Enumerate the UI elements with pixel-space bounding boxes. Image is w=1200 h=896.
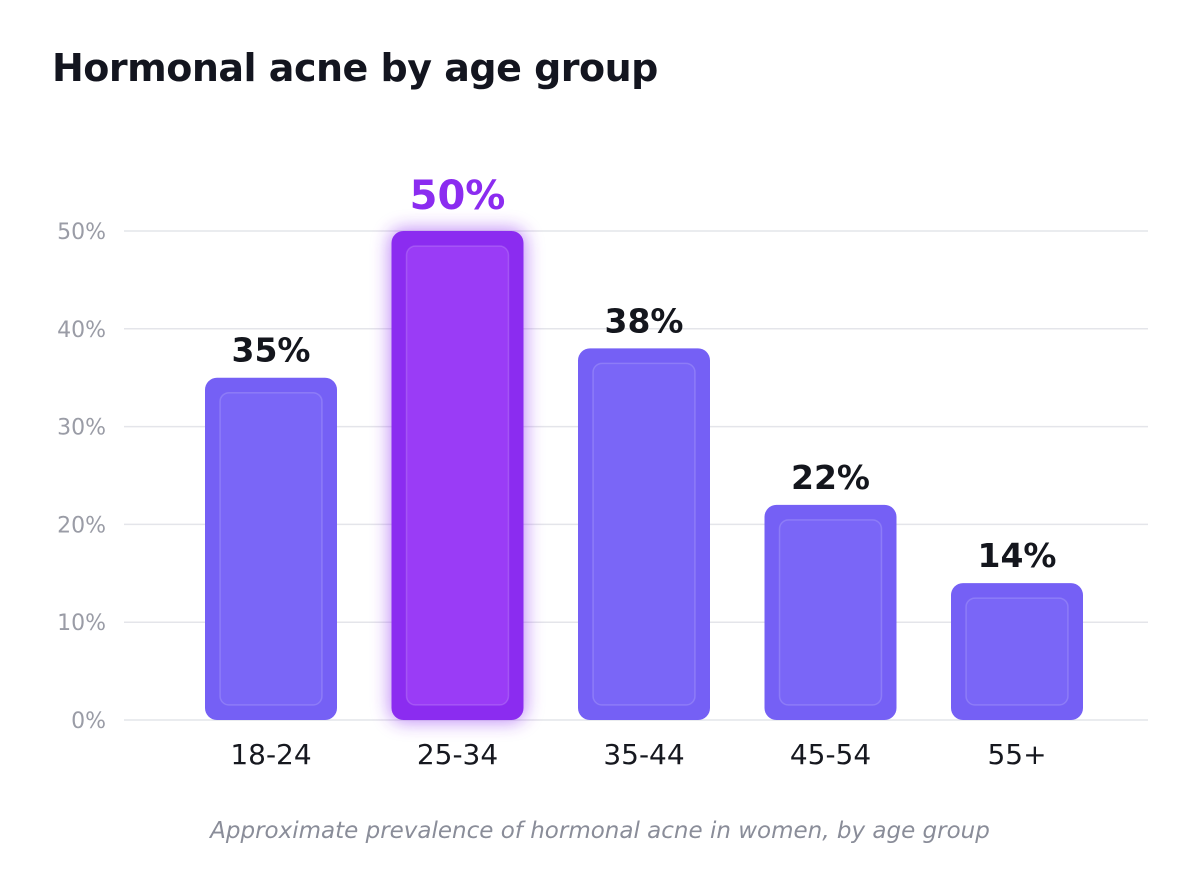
chart-title: Hormonal acne by age group bbox=[52, 46, 658, 90]
data-label: 22% bbox=[791, 458, 870, 497]
data-label: 38% bbox=[605, 301, 684, 340]
bar-25-34 bbox=[389, 229, 526, 722]
y-tick-label: 10% bbox=[57, 611, 106, 636]
bars bbox=[205, 229, 1083, 722]
x-tick-label: 25-34 bbox=[417, 738, 498, 771]
x-tick-label: 18-24 bbox=[230, 738, 311, 771]
bar-55+ bbox=[951, 583, 1083, 720]
x-tick-label: 45-54 bbox=[790, 738, 871, 771]
y-tick-label: 40% bbox=[57, 318, 106, 343]
y-tick-label: 0% bbox=[71, 709, 106, 734]
bar-inner-panel bbox=[592, 362, 696, 706]
bar-inner-panel bbox=[778, 519, 883, 706]
x-tick-label: 35-44 bbox=[603, 738, 684, 771]
bar-18-24 bbox=[205, 377, 337, 720]
data-label: 50% bbox=[410, 173, 506, 219]
data-labels: 35% 50% 38% 22% 14% bbox=[232, 173, 1057, 575]
bar-chart: 0% 10% 20% 30% 40% 50% 35% 50% 38% 22% 14% 18-24 2… bbox=[57, 173, 1148, 771]
data-label: 35% bbox=[232, 331, 311, 370]
bar-inner-panel bbox=[219, 391, 323, 706]
y-tick-label: 30% bbox=[57, 416, 106, 441]
bar-inner-panel bbox=[405, 245, 510, 706]
x-tick-label: 55+ bbox=[987, 738, 1046, 771]
y-tick-label: 20% bbox=[57, 513, 106, 538]
data-label: 14% bbox=[978, 536, 1057, 575]
y-tick-label: 50% bbox=[57, 220, 106, 245]
x-axis: 18-24 25-34 35-44 45-54 55+ bbox=[230, 738, 1046, 771]
bar-35-44 bbox=[578, 348, 710, 720]
bar-inner-panel bbox=[965, 597, 1069, 706]
chart-caption: Approximate prevalence of hormonal acne … bbox=[210, 818, 990, 844]
bar-45-54 bbox=[764, 504, 897, 720]
y-axis: 0% 10% 20% 30% 40% 50% bbox=[57, 220, 106, 734]
